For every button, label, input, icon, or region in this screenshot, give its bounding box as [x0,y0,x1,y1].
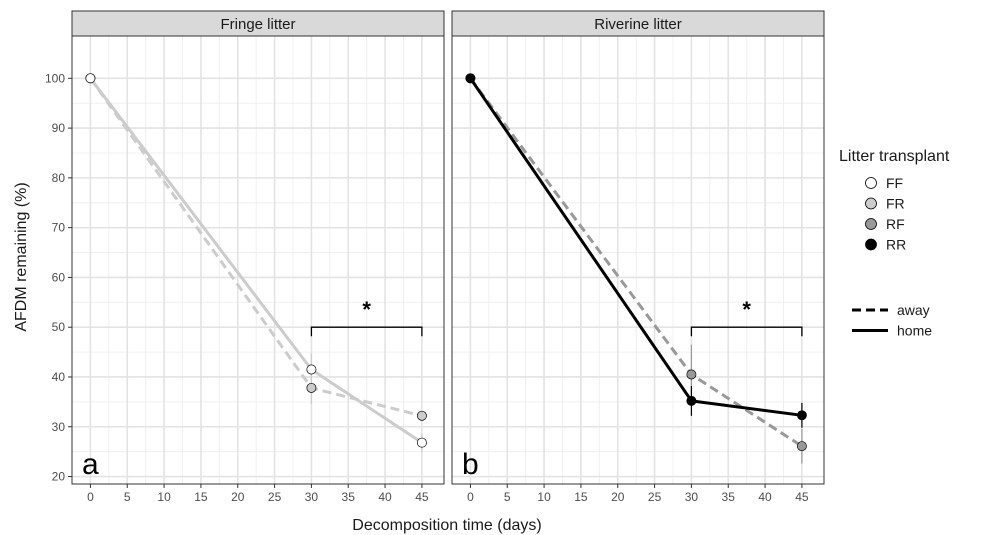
x-tick-label: 5 [124,490,131,504]
y-tick-label: 20 [52,470,66,484]
legend-title: Litter transplant [839,148,950,165]
panel-border [71,35,445,485]
panel-b: Riverine litter 0 5 10 15 20 25 30 35 40 45 * b [451,10,825,504]
y-tick-label: 100 [45,71,65,85]
y-axis-label: AFDM remaining (%) [13,182,30,331]
data-point-RR [686,395,697,406]
legend-key-RR [865,238,877,251]
x-tick-label: 0 [467,490,474,504]
data-point-FF [306,364,317,375]
y-tick-label: 80 [52,171,66,185]
x-tick-label: 35 [722,490,736,504]
legend-key-FR [865,197,877,210]
legend-label-FR: FR [886,196,905,212]
data-point-RR [796,410,807,421]
x-tick-label: 45 [415,490,429,504]
legend-label-RF: RF [886,216,905,232]
data-point-FF [416,437,427,448]
legend-label-home: home [897,323,932,339]
data-point-FR [306,382,317,393]
x-axis-label: Decomposition time (days) [352,517,541,534]
data-point-RF [796,441,807,452]
panel-strip [71,10,445,37]
legend-label-away: away [897,302,930,318]
x-tick-label: 10 [157,490,171,504]
x-tick-label: 30 [305,490,319,504]
y-tick-label: 50 [52,320,66,334]
x-tick-label: 25 [268,490,282,504]
x-tick-label: 5 [504,490,511,504]
legend-key-RF [865,218,877,230]
data-point-FR [416,410,427,421]
y-tick-label: 60 [52,270,66,284]
significance-label: * [742,297,751,322]
legend: Litter transplant FF FR RF RR away home [839,148,950,339]
legend-color-entries: FF FR RF RR [865,175,906,253]
significance-label: * [362,297,371,322]
panel-tag: a [82,448,99,481]
panel-strip-label: Riverine litter [594,16,682,33]
significance-bracket [690,326,803,337]
panel-border [451,35,825,485]
x-tick-label: 20 [231,490,245,504]
data-point-FF [85,73,96,84]
legend-linetype-entries: away home [852,302,932,339]
legend-label-FF: FF [886,175,903,191]
y-tick-label: 70 [52,221,66,235]
significance-bracket [310,326,423,337]
x-tick-label: 30 [685,490,699,504]
panel-tag: b [462,448,479,481]
x-tick-label: 40 [758,490,772,504]
x-tick-label: 40 [378,490,392,504]
x-tick-label: 45 [795,490,809,504]
y-tick-label: 90 [52,121,66,135]
x-tick-label: 20 [611,490,625,504]
panel-background [72,36,444,484]
x-tick-label: 10 [537,490,551,504]
data-point-RR [465,73,476,84]
legend-label-RR: RR [886,237,906,253]
x-tick-label: 25 [648,490,662,504]
x-tick-label: 15 [574,490,588,504]
x-tick-label: 15 [194,490,208,504]
panel-strip-label: Fringe litter [220,16,295,33]
x-tick-label: 35 [342,490,356,504]
x-tick-label: 0 [87,490,94,504]
y-tick-label: 30 [52,420,66,434]
y-tick-label: 40 [52,370,66,384]
panel-a: Fringe litter 0 5 10 15 20 25 30 35 40 45 20 30 40 50 6… [45,10,445,504]
legend-key-FF [865,177,877,189]
data-point-RF [686,369,697,380]
